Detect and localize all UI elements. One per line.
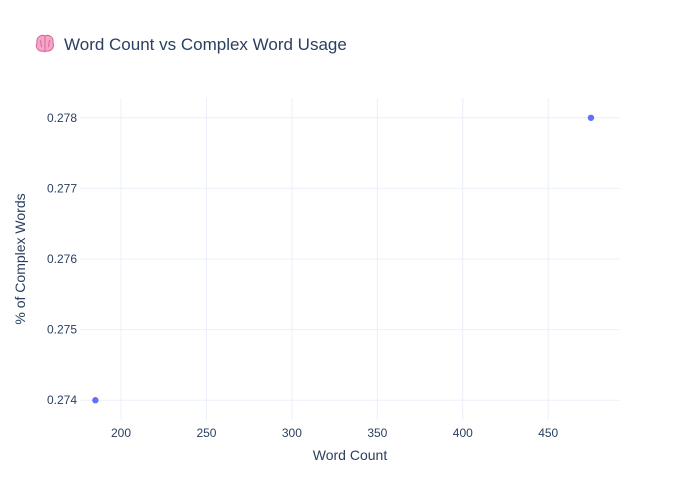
x-tick-label: 200 xyxy=(111,426,131,440)
y-axis-ticks: 0.274 0.275 0.276 0.277 0.278 xyxy=(47,111,77,407)
x-tick-label: 300 xyxy=(282,426,302,440)
y-axis-title: % of Complex Words xyxy=(12,193,28,324)
y-tick-label: 0.275 xyxy=(47,323,77,337)
x-axis-title: Word Count xyxy=(313,447,388,463)
y-tick-label: 0.276 xyxy=(47,252,77,266)
x-tick-label: 250 xyxy=(196,426,216,440)
chart-title-group: Word Count vs Complex Word Usage xyxy=(35,34,347,54)
x-tick-label: 450 xyxy=(538,426,558,440)
grid-layer xyxy=(80,98,620,420)
data-point[interactable] xyxy=(587,114,595,121)
data-points xyxy=(92,114,595,404)
x-axis-ticks: 200 250 300 350 400 450 xyxy=(111,426,559,440)
y-tick-label: 0.277 xyxy=(47,181,77,195)
x-tick-label: 400 xyxy=(453,426,473,440)
y-tick-label: 0.274 xyxy=(47,393,77,407)
x-tick-label: 350 xyxy=(367,426,387,440)
y-tick-label: 0.278 xyxy=(47,111,77,125)
chart-title: Word Count vs Complex Word Usage xyxy=(64,35,347,54)
data-point[interactable] xyxy=(92,397,99,404)
brain-icon xyxy=(35,34,54,53)
